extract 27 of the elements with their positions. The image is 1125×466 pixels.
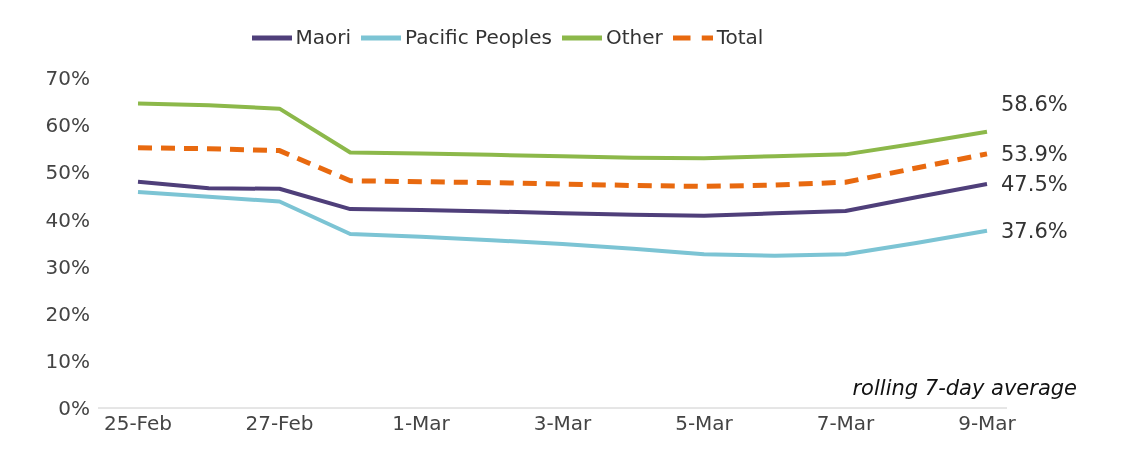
y-tick-label: 30%: [45, 254, 90, 279]
data-label: 37.6%: [1001, 218, 1068, 243]
legend-label: Pacific Peoples: [405, 24, 552, 49]
y-tick-label: 20%: [45, 301, 90, 326]
x-tick-label: 3-Mar: [533, 411, 593, 436]
annotation: rolling 7-day average: [852, 376, 1077, 400]
y-tick-label: 50%: [45, 160, 90, 185]
x-tick-label: 27-Feb: [245, 411, 314, 436]
line-series: [136, 179, 989, 218]
x-tick-label: 25-Feb: [103, 411, 173, 436]
x-tick-label: 7-Mar: [816, 411, 876, 436]
data-label: 53.9%: [1001, 141, 1068, 166]
x-tick-label: 1-Mar: [392, 411, 451, 436]
x-tick-label: 9-Mar: [958, 411, 1017, 436]
legend-label: Total: [716, 24, 764, 49]
data-label: 58.6%: [1001, 91, 1068, 116]
line-series: [136, 190, 989, 258]
y-tick-label: 40%: [45, 207, 90, 232]
x-tick-label: 5-Mar: [675, 411, 734, 436]
y-tick-label: 60%: [45, 113, 90, 138]
y-tick-label: 0%: [58, 396, 90, 421]
y-tick-label: 70%: [45, 66, 90, 91]
legend-label: Maori: [295, 24, 352, 49]
line-series: [136, 101, 989, 161]
data-label: 47.5%: [1001, 172, 1068, 197]
y-tick-label: 10%: [45, 348, 90, 373]
legend-label: Other: [605, 24, 663, 49]
